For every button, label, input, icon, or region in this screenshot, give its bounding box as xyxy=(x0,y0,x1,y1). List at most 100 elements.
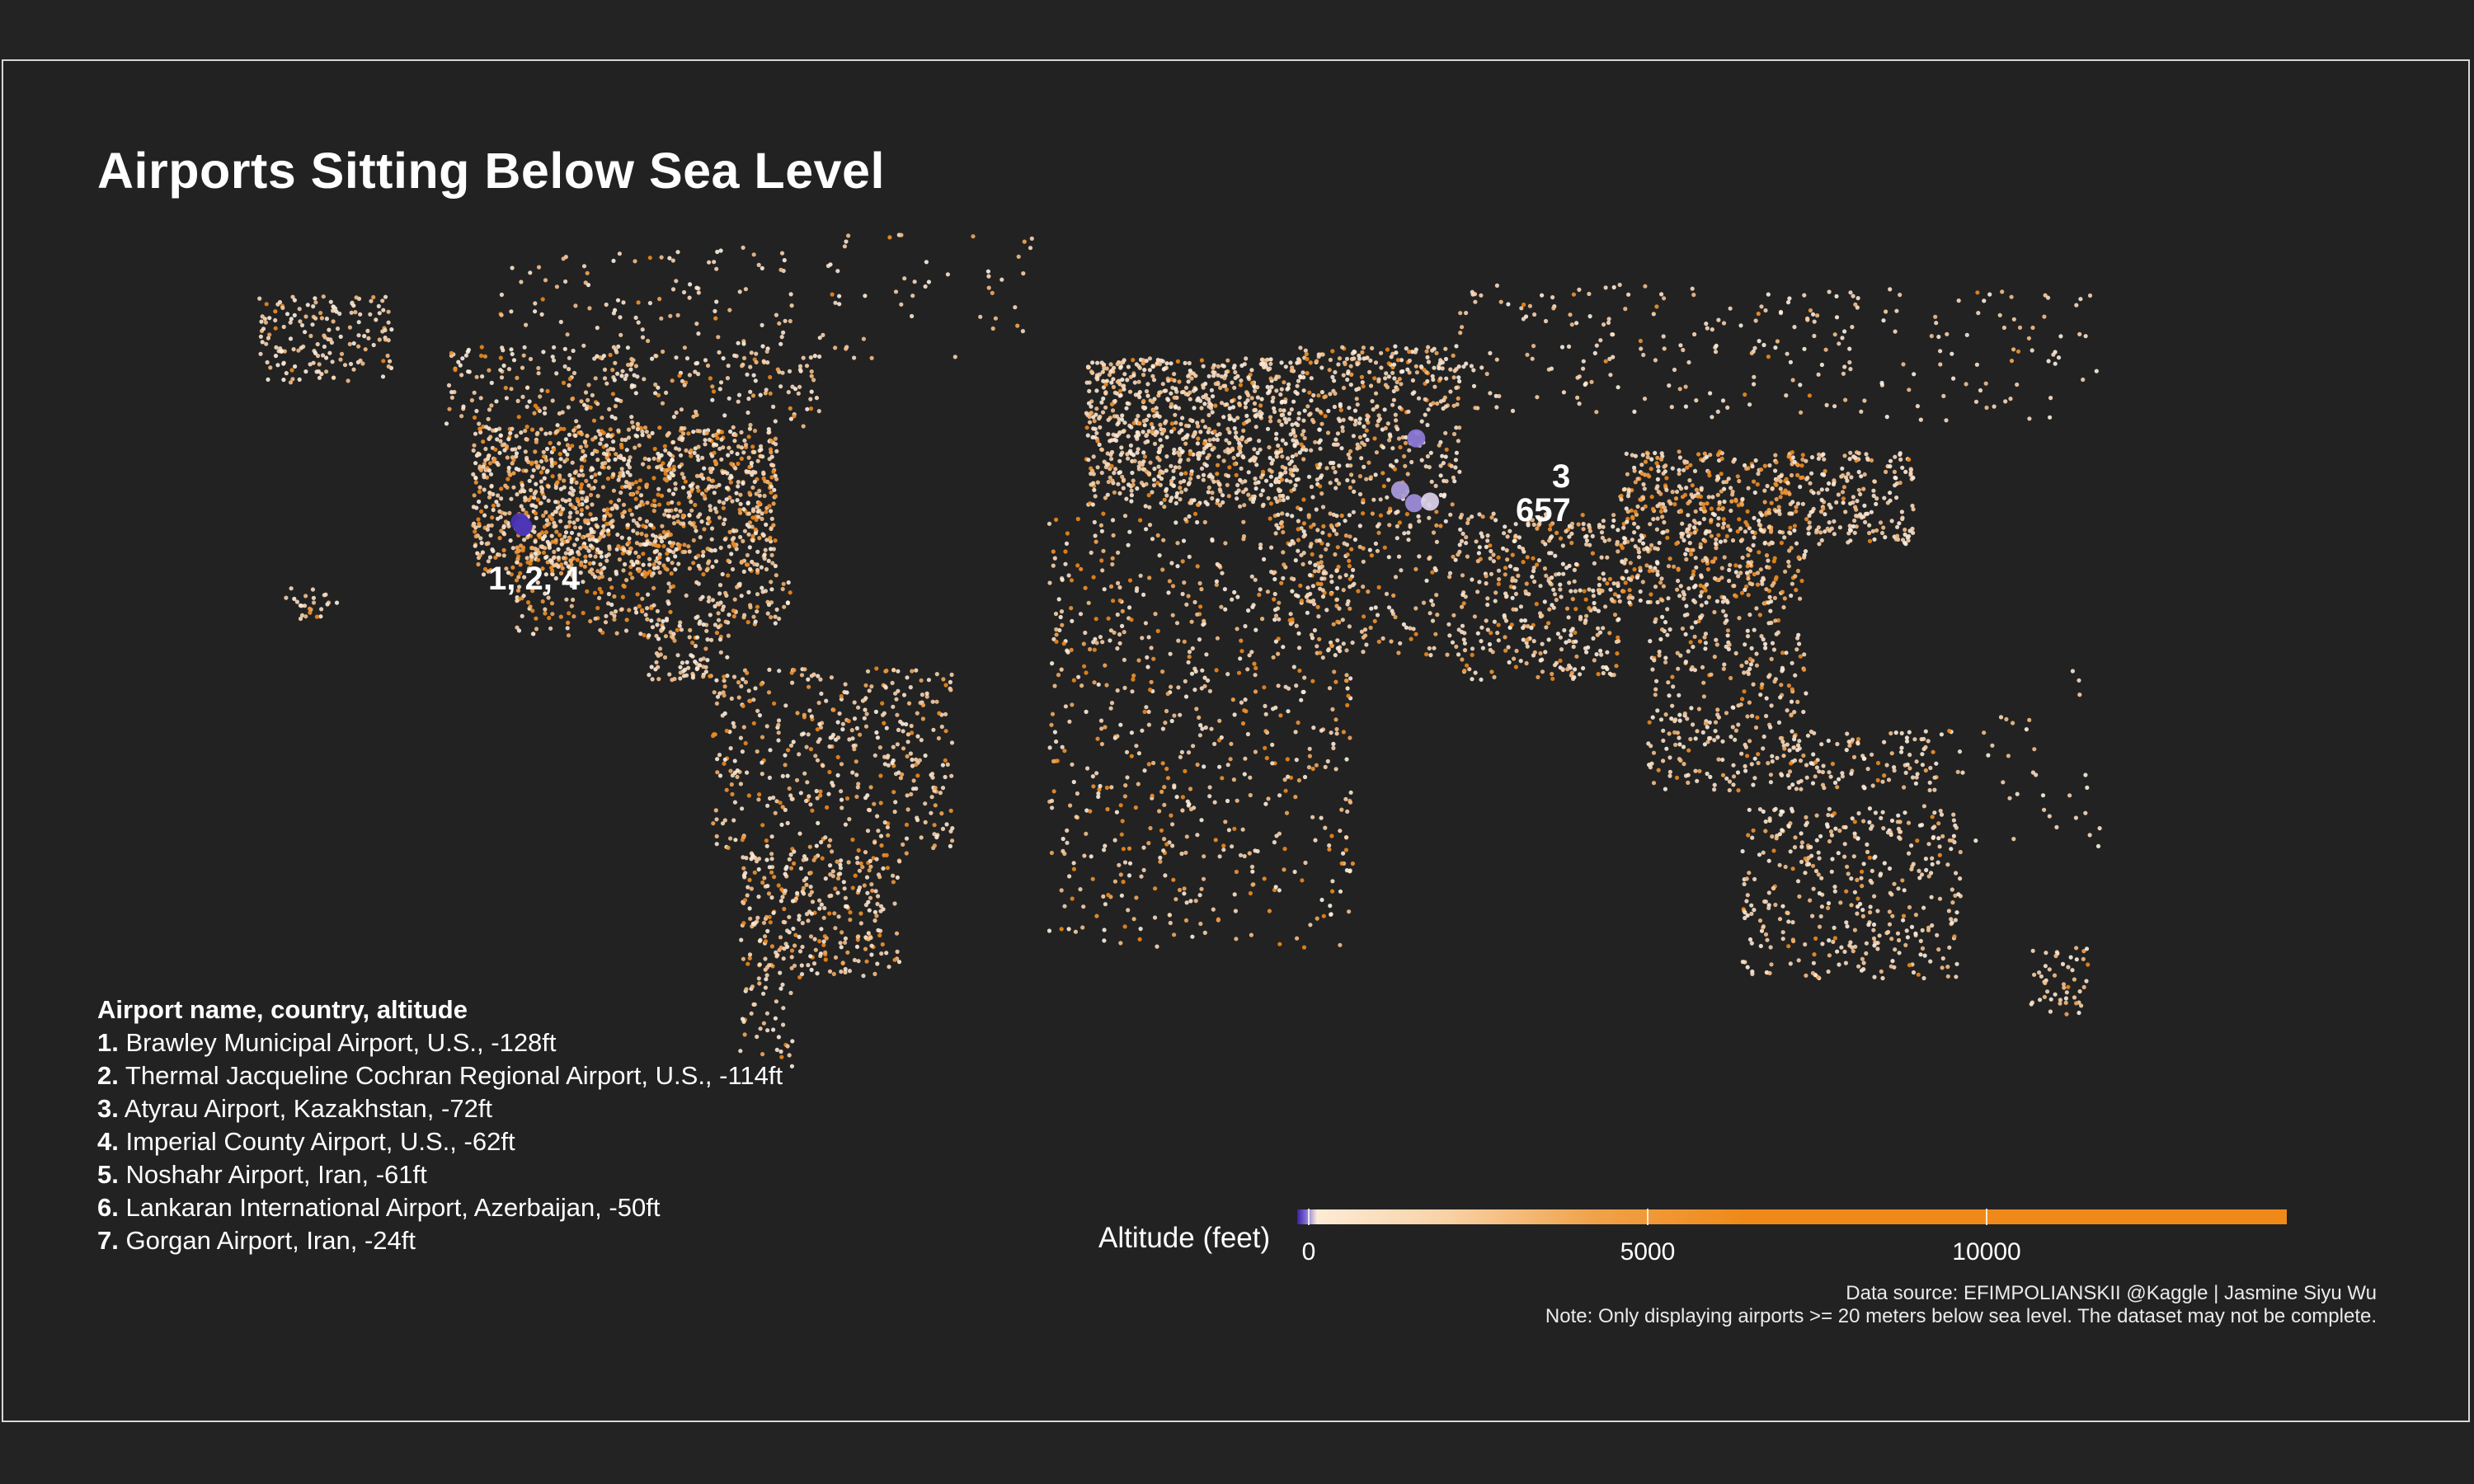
airport-dot xyxy=(764,538,769,542)
airport-dot xyxy=(649,523,654,528)
airport-dot xyxy=(815,971,820,976)
airport-dot xyxy=(581,472,586,478)
airport-dot xyxy=(753,619,758,624)
airport-dot xyxy=(1129,488,1134,493)
airport-dot xyxy=(1427,556,1432,561)
airport-dot xyxy=(914,757,919,762)
airport-dot xyxy=(595,547,600,552)
airport-dot xyxy=(905,740,910,744)
airport-dot xyxy=(880,712,886,717)
airport-dot xyxy=(1430,373,1435,378)
airport-dot xyxy=(478,396,483,401)
airport-dot xyxy=(1808,308,1813,313)
airport-dot xyxy=(546,484,551,489)
airport-dot xyxy=(386,309,391,314)
airport-dot xyxy=(1395,358,1400,363)
airport-dot xyxy=(1225,482,1230,487)
airport-dot xyxy=(571,614,576,619)
airport-dot xyxy=(782,906,787,912)
airport-dot xyxy=(1404,625,1409,630)
airport-dot xyxy=(1546,637,1551,642)
airport-dot xyxy=(500,443,505,448)
airport-dot xyxy=(1558,536,1564,541)
airport-dot xyxy=(590,392,595,397)
airport-dot xyxy=(619,437,625,443)
airport-dot xyxy=(651,498,657,503)
airport-dot xyxy=(595,605,600,611)
airport-dot xyxy=(771,463,776,468)
airport-dot xyxy=(1283,364,1288,369)
airport-dot xyxy=(712,732,717,737)
airport-dot xyxy=(563,524,569,529)
airport-dot xyxy=(807,892,812,897)
airport-dot xyxy=(1287,542,1292,547)
airport-dot xyxy=(773,538,778,543)
airport-dot xyxy=(778,935,783,940)
airport-dot xyxy=(362,334,367,339)
airport-dot xyxy=(1136,379,1141,384)
airport-dot xyxy=(1333,470,1338,475)
airport-dot xyxy=(1229,448,1234,453)
airport-dot xyxy=(1884,415,1889,420)
airport-dot xyxy=(1997,312,2002,317)
airport-dot xyxy=(1456,439,1460,444)
airport-dot xyxy=(797,974,802,979)
airport-dot xyxy=(1141,358,1145,363)
airport-dot xyxy=(1569,632,1573,638)
airport-dot xyxy=(874,857,879,862)
airport-dot xyxy=(727,396,731,401)
airport-dot xyxy=(1575,395,1580,400)
airport-dot xyxy=(718,650,723,655)
airport-dot xyxy=(795,890,800,895)
airport-dot xyxy=(542,495,547,500)
airport-dot xyxy=(532,411,537,416)
airport-dot xyxy=(1562,627,1567,633)
airport-dot xyxy=(809,389,814,394)
airport-dot xyxy=(1434,593,1439,598)
airport-dot xyxy=(1432,566,1437,571)
airport-dot xyxy=(1458,515,1463,520)
airport-dot xyxy=(631,358,636,363)
airport-dot xyxy=(1571,292,1576,297)
airport-dot xyxy=(777,321,782,326)
airport-dot xyxy=(567,497,572,503)
airport-dot xyxy=(477,499,482,505)
airport-dot xyxy=(1581,665,1586,671)
airport-dot xyxy=(581,448,586,454)
airport-dot xyxy=(1286,382,1291,387)
airport-dot xyxy=(850,837,855,843)
airport-dot xyxy=(1454,385,1459,390)
airport-dot xyxy=(1224,387,1229,392)
airport-dot xyxy=(741,956,746,961)
airport-dot xyxy=(308,362,313,367)
airport-dot xyxy=(1451,431,1457,437)
airport-dot xyxy=(1343,362,1348,367)
airport-dot xyxy=(642,425,648,430)
airport-dot xyxy=(1385,495,1390,500)
airport-dot xyxy=(863,683,868,688)
airport-dot xyxy=(830,849,835,854)
airport-dot xyxy=(747,952,753,957)
airport-dot xyxy=(446,383,452,387)
airport-dot xyxy=(1206,426,1211,431)
airport-dot xyxy=(800,944,805,950)
airport-dot xyxy=(1111,384,1116,390)
airport-dot xyxy=(1447,571,1453,575)
airport-dot xyxy=(1274,388,1279,393)
airport-dot xyxy=(761,1021,767,1026)
airport-dot xyxy=(1155,430,1159,435)
airport-dot xyxy=(1089,482,1094,487)
airport-dot xyxy=(1406,409,1411,414)
airport-dot xyxy=(1094,388,1099,393)
airport-dot xyxy=(683,479,688,484)
airport-dot xyxy=(482,354,488,359)
airport-dot xyxy=(539,387,544,393)
airport-dot xyxy=(736,340,741,345)
airport-dot xyxy=(1183,392,1188,397)
airport-dot xyxy=(754,351,759,356)
airport-dot xyxy=(647,465,651,470)
airport-dot xyxy=(837,711,842,716)
airport-dot xyxy=(861,974,866,979)
airport-dot xyxy=(1296,422,1300,428)
airport-dot xyxy=(1135,434,1140,439)
